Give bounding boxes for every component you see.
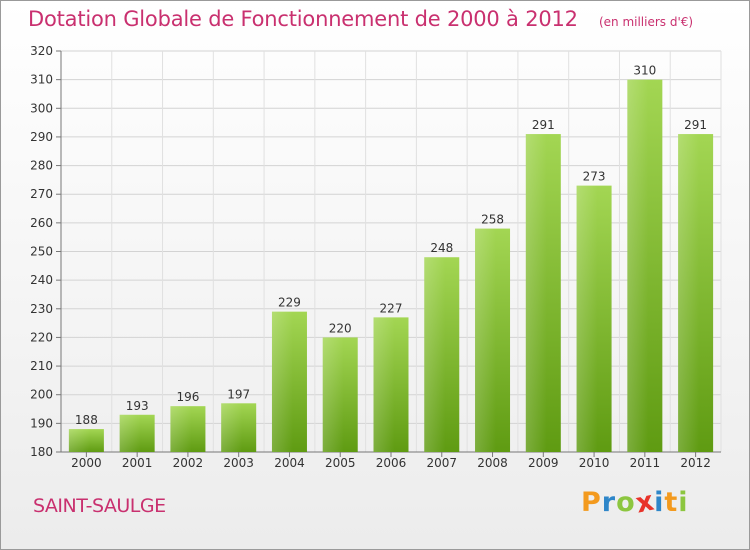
y-tick-label: 230 bbox=[30, 302, 53, 316]
y-tick-label: 260 bbox=[30, 216, 53, 230]
y-tick-label: 310 bbox=[30, 73, 53, 87]
x-tick-label-2007: 2007 bbox=[426, 456, 457, 470]
bar-highlight bbox=[68, 429, 104, 452]
value-label-2006: 227 bbox=[380, 301, 403, 315]
value-label-2002: 196 bbox=[176, 390, 199, 404]
chart-title: Dotation Globale de Fonctionnement de 20… bbox=[28, 7, 578, 31]
bar-highlight bbox=[525, 134, 561, 453]
x-tick-label-2009: 2009 bbox=[528, 456, 559, 470]
x-tick-label-2006: 2006 bbox=[376, 456, 407, 470]
value-label-2000: 188 bbox=[75, 413, 98, 427]
y-tick-label: 240 bbox=[30, 273, 53, 287]
value-label-2004: 229 bbox=[278, 296, 301, 310]
x-tick-label-2002: 2002 bbox=[173, 456, 204, 470]
commune-name: SAINT-SAULGE bbox=[33, 495, 166, 517]
x-tick-label-2000: 2000 bbox=[71, 456, 102, 470]
proxiti-logo[interactable]: Proxiti bbox=[581, 485, 689, 519]
x-tick-label-2011: 2011 bbox=[630, 456, 661, 470]
y-tick-label: 190 bbox=[30, 416, 53, 430]
bar-highlight bbox=[373, 317, 409, 452]
bar-highlight bbox=[119, 414, 155, 452]
x-tick-label-2004: 2004 bbox=[274, 456, 305, 470]
logo-letter: P bbox=[581, 487, 602, 518]
y-tick-label: 200 bbox=[30, 388, 53, 402]
value-label-2003: 197 bbox=[227, 387, 250, 401]
value-label-2008: 258 bbox=[481, 213, 504, 227]
bar-highlight bbox=[322, 337, 358, 452]
bar-highlight bbox=[170, 406, 206, 452]
value-label-2010: 273 bbox=[583, 170, 606, 184]
x-tick-label-2003: 2003 bbox=[223, 456, 254, 470]
logo-letter: i bbox=[654, 487, 665, 518]
x-tick-label-2005: 2005 bbox=[325, 456, 356, 470]
y-tick-label: 220 bbox=[30, 330, 53, 344]
y-tick-label: 300 bbox=[30, 101, 53, 115]
chart-subtitle: (en milliers d'€) bbox=[598, 15, 694, 29]
x-tick-label-2010: 2010 bbox=[579, 456, 610, 470]
labels: 180 190 200 210 220 230 240 250 260 270 280 290 300 3… bbox=[30, 44, 711, 470]
bars bbox=[68, 79, 714, 453]
x-tick-label-2001: 2001 bbox=[122, 456, 153, 470]
logo-letter: t bbox=[664, 487, 679, 518]
bar-highlight bbox=[424, 257, 460, 452]
logo-letter: o bbox=[616, 487, 636, 518]
title-row: Dotation Globale de Fonctionnement de 20… bbox=[28, 7, 693, 31]
value-label-2007: 248 bbox=[430, 241, 453, 255]
value-label-2005: 220 bbox=[329, 321, 352, 335]
bar-highlight bbox=[271, 311, 307, 452]
bar-highlight bbox=[678, 134, 714, 453]
logo-letter: r bbox=[601, 487, 617, 518]
value-label-2001: 193 bbox=[126, 399, 149, 413]
y-tick-label: 250 bbox=[30, 245, 53, 259]
bar-highlight bbox=[627, 79, 663, 453]
y-tick-label: 290 bbox=[30, 130, 53, 144]
x-tick-label-2008: 2008 bbox=[477, 456, 508, 470]
x-tick-label-2012: 2012 bbox=[680, 456, 711, 470]
bar-highlight bbox=[576, 185, 612, 452]
y-tick-label: 280 bbox=[30, 159, 53, 173]
value-label-2011: 310 bbox=[633, 64, 656, 78]
bar-highlight bbox=[221, 403, 257, 452]
value-label-2012: 291 bbox=[684, 118, 707, 132]
y-tick-label: 210 bbox=[30, 359, 53, 373]
y-tick-label: 180 bbox=[30, 445, 53, 459]
bar-highlight bbox=[475, 228, 511, 452]
value-label-2009: 291 bbox=[532, 118, 555, 132]
logo-letter: i bbox=[678, 487, 689, 518]
y-tick-label: 270 bbox=[30, 187, 53, 201]
y-tick-label: 320 bbox=[30, 44, 53, 58]
